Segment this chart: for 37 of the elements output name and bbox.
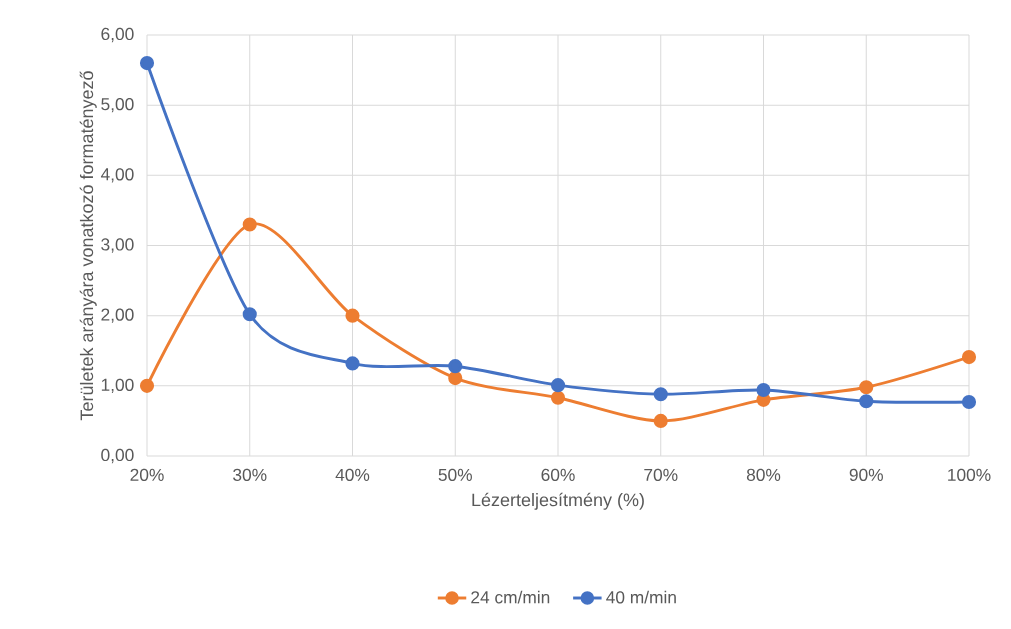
x-tick-label: 90% <box>849 468 883 481</box>
y-tick-label: 6,00 <box>101 27 134 43</box>
legend-label: 24 cm/min <box>471 590 550 604</box>
point <box>242 217 257 232</box>
x-tick-label: 50% <box>438 468 472 481</box>
point <box>448 359 463 374</box>
point <box>653 387 668 402</box>
x-tick-label: 70% <box>644 468 678 481</box>
point <box>345 356 360 371</box>
point <box>961 394 977 410</box>
y-axis-title: Területek arányára vonatkozó formatényező <box>79 71 97 421</box>
point <box>550 378 566 393</box>
x-tick-label: 20% <box>130 468 164 481</box>
point <box>859 394 874 409</box>
legend-label: 40 m/min <box>606 590 676 604</box>
x-tick-label: 80% <box>746 468 781 481</box>
y-tick-label: 0,00 <box>101 448 134 464</box>
point <box>139 378 155 393</box>
y-tick-label: 1,00 <box>101 378 134 393</box>
y-tick-label: 5,00 <box>101 98 134 113</box>
y-tick-label: 2,00 <box>101 308 134 323</box>
point <box>550 390 566 405</box>
point <box>448 371 463 386</box>
point <box>139 56 155 71</box>
x-tick-label: 60% <box>541 468 575 481</box>
x-tick-label: 30% <box>233 468 267 481</box>
x-tick-label: 40% <box>335 468 370 481</box>
point <box>756 382 771 398</box>
y-tick-label: 3,00 <box>101 238 134 253</box>
y-tick-label: 4,00 <box>100 168 134 183</box>
point <box>653 413 668 428</box>
x-tick-label: 100% <box>948 468 991 481</box>
point <box>859 380 874 395</box>
point <box>242 307 257 322</box>
point <box>961 350 977 365</box>
point <box>345 308 360 323</box>
x-axis-title: Lézerteljesítmény (%) <box>472 492 644 510</box>
